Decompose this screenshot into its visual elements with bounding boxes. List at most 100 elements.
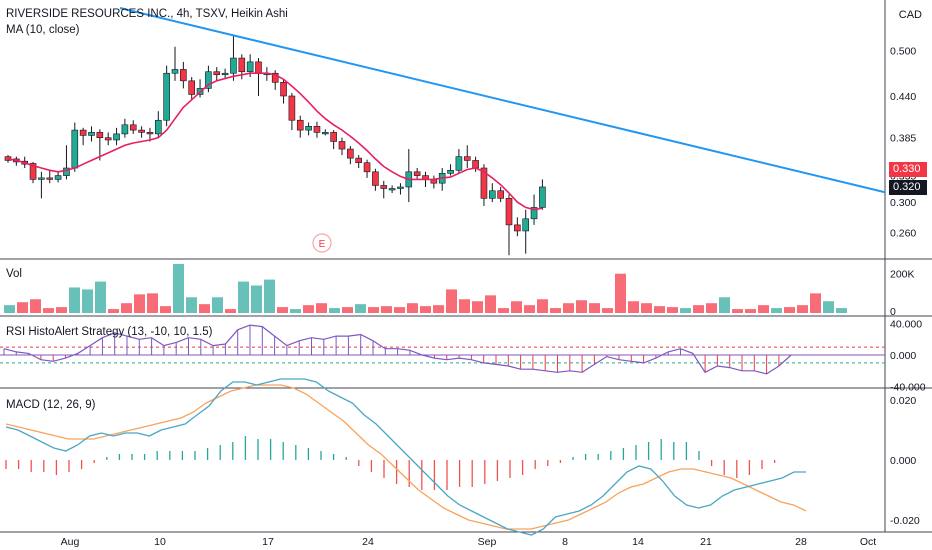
- ma-line: [7, 72, 543, 211]
- candle-body: [413, 171, 421, 176]
- volume-bar: [797, 305, 808, 313]
- candle-body: [271, 72, 279, 83]
- candle-body: [121, 124, 129, 135]
- volume-bar: [342, 307, 353, 313]
- candle-body: [347, 148, 354, 159]
- rsi-line: [3, 324, 792, 375]
- candle-body: [530, 207, 538, 220]
- volume-bar: [121, 303, 132, 313]
- candle-body: [355, 157, 363, 164]
- rsi-legend: RSI HistoAlert Strategy (13, -10, 10, 1.…: [6, 326, 213, 338]
- candle-body: [138, 129, 145, 133]
- volume-bar: [95, 281, 106, 313]
- candle-body: [230, 57, 237, 74]
- candle-body: [514, 224, 521, 232]
- candle-body: [313, 126, 321, 133]
- volume-bar: [368, 307, 379, 313]
- macd-line: [5, 378, 806, 536]
- time-tick-label: 10: [154, 536, 166, 548]
- rsi-tick-label: -40.000: [890, 382, 926, 394]
- volume-bar: [316, 303, 327, 313]
- candle-body: [505, 198, 513, 226]
- volume-bar: [524, 305, 535, 313]
- candle-body: [71, 129, 79, 169]
- candle-body: [155, 119, 162, 135]
- time-tick-label: 28: [795, 536, 807, 548]
- volume-bar: [407, 303, 418, 313]
- candle-body: [388, 188, 396, 191]
- volume-bar: [56, 307, 67, 313]
- volume-bar: [511, 301, 522, 313]
- volume-bar: [225, 309, 236, 313]
- volume-bar: [251, 285, 262, 313]
- candle-body: [96, 132, 104, 138]
- macd-tick-label: 0.000: [890, 455, 916, 467]
- volume-bar: [147, 293, 158, 313]
- candle-body: [38, 177, 45, 180]
- volume-bar: [303, 305, 314, 313]
- candle-body: [129, 124, 137, 131]
- volume-bar: [238, 281, 249, 313]
- volume-bar: [4, 305, 15, 313]
- macd-signal-line: [5, 384, 807, 530]
- candle-body: [104, 137, 112, 141]
- candle-body: [447, 169, 454, 174]
- candle-body: [330, 132, 337, 142]
- volume-bar: [615, 273, 626, 313]
- time-tick-label: 8: [562, 536, 568, 548]
- candle-body: [472, 160, 479, 169]
- volume-bar: [30, 299, 41, 313]
- time-tick-label: 14: [632, 536, 644, 548]
- volume-bar: [537, 299, 548, 313]
- symbol-title: RIVERSIDE RESOURCES INC., 4h, TSXV, Heik…: [6, 8, 288, 20]
- volume-bar: [108, 309, 119, 313]
- candle-body: [113, 133, 120, 141]
- volume-bar: [810, 293, 821, 313]
- volume-tick-label: 0: [890, 306, 896, 318]
- volume-legend: Vol: [6, 268, 22, 280]
- volume-bar: [667, 307, 678, 313]
- volume-bar: [823, 301, 834, 313]
- volume-bar: [498, 308, 509, 313]
- trend-line: [119, 7, 886, 194]
- volume-bar: [680, 308, 691, 313]
- volume-bar: [329, 308, 340, 313]
- volume-bar: [719, 297, 730, 313]
- price-tick-label: 0.260: [890, 227, 916, 239]
- candle-body: [539, 186, 546, 208]
- candle-body: [63, 167, 70, 176]
- volume-bar: [745, 309, 756, 313]
- candle-body: [480, 167, 488, 199]
- rsi-tick-label: 0.000: [890, 350, 916, 362]
- candle-body: [522, 218, 530, 232]
- volume-bar: [277, 307, 288, 313]
- earnings-marker: [312, 233, 332, 253]
- candle-body: [171, 69, 179, 74]
- volume-bar: [381, 306, 392, 313]
- volume-bar: [563, 303, 574, 313]
- volume-bar: [134, 294, 145, 313]
- volume-bar: [290, 309, 301, 313]
- volume-bar: [420, 306, 431, 313]
- time-tick-label: 24: [362, 536, 374, 548]
- candle-body: [288, 95, 296, 121]
- volume-bar: [446, 289, 457, 313]
- candle-body: [146, 132, 154, 135]
- candle-body: [463, 156, 471, 161]
- volume-bar: [69, 287, 80, 313]
- macd-tick-label: -0.020: [890, 515, 920, 527]
- candle-body: [46, 177, 54, 180]
- volume-bar: [43, 308, 54, 313]
- candle-body: [238, 57, 246, 73]
- volume-bar: [589, 303, 600, 313]
- candle-body: [455, 156, 463, 171]
- candle-body: [88, 132, 95, 136]
- macd-tick-label: 0.020: [890, 395, 916, 407]
- volume-bar: [576, 300, 587, 313]
- volume-bar: [472, 301, 483, 313]
- currency-label: CAD: [896, 9, 924, 21]
- candle-body: [338, 141, 346, 150]
- volume-tick-label: 200K: [890, 269, 915, 281]
